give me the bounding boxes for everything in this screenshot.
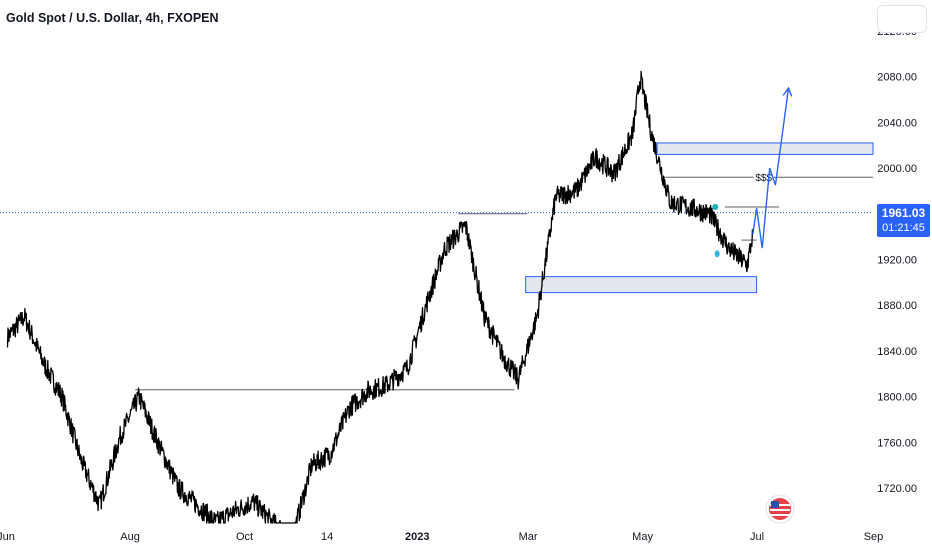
price-series: [6, 70, 754, 524]
y-tick-label: 1720.00: [877, 483, 917, 495]
y-tick-label: 2000.00: [877, 163, 917, 175]
current-price-tag: 1961.03 01:21:45: [877, 204, 930, 237]
us-flag-icon[interactable]: [765, 494, 795, 524]
x-tick-label: 2023: [405, 531, 429, 543]
x-tick-label: Mar: [519, 531, 538, 543]
drop-marker-icon: [714, 250, 720, 258]
y-tick-label: 1880.00: [877, 300, 917, 312]
zone-0: [656, 142, 874, 155]
projection-path: [752, 88, 790, 249]
zone-1: [525, 276, 758, 294]
pivot-marker-icon: [712, 203, 719, 210]
current-price-label: 1961.03: [881, 206, 926, 220]
x-tick-label: Jun: [0, 531, 15, 543]
symbol-title: Gold Spot / U.S. Dollar, 4h, FXOPEN: [6, 11, 219, 25]
x-tick-label: Sep: [864, 531, 884, 543]
y-tick-label: 1800.00: [877, 392, 917, 404]
level-label: $$$: [755, 173, 772, 184]
x-tick-label: Jul: [750, 531, 764, 543]
x-tick-label: 14: [321, 531, 333, 543]
y-tick-label: 1760.00: [877, 437, 917, 449]
projection-arrowhead: [782, 86, 793, 97]
x-tick-label: May: [632, 531, 653, 543]
y-tick-label: 2040.00: [877, 117, 917, 129]
x-tick-label: Aug: [120, 531, 140, 543]
y-tick-label: 1920.00: [877, 255, 917, 267]
y-tick-label: 1840.00: [877, 346, 917, 358]
y-tick-label: 2080.00: [877, 72, 917, 84]
x-tick-label: Oct: [236, 531, 253, 543]
bar-countdown-label: 01:21:45: [882, 222, 925, 234]
toolbar-button[interactable]: [877, 5, 927, 33]
